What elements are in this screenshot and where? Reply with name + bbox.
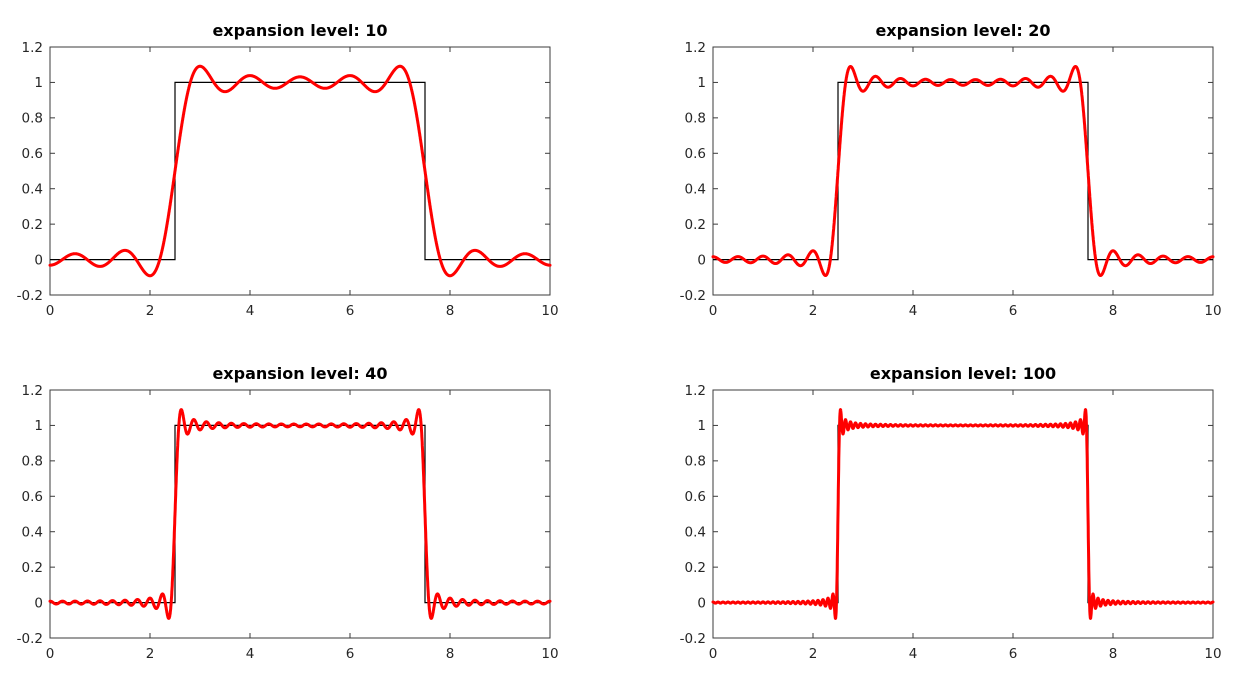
x-tick-label: 8 (1109, 646, 1118, 662)
x-tick-label: 6 (346, 646, 355, 662)
subplot-axes-40: 0 2 4 6 8 10-0.200.20.40.60.811.2 (17, 383, 559, 662)
x-tick-label: 8 (446, 303, 455, 319)
y-tick-label: 0.4 (22, 525, 43, 541)
y-tick-label: -0.2 (17, 631, 43, 647)
y-tick-label: 0 (34, 252, 43, 268)
y-tick-label: 0.6 (22, 489, 43, 505)
x-tick-label: 4 (246, 646, 255, 662)
x-tick-label: 10 (541, 303, 558, 319)
plot-title-expansion-10: expansion level: 10 (212, 21, 388, 40)
x-tick-label: 10 (541, 646, 558, 662)
y-tick-label: 0 (697, 252, 706, 268)
y-tick-label: 1.2 (685, 383, 706, 399)
x-tick-label: 6 (346, 303, 355, 319)
y-tick-label: 0.4 (685, 182, 706, 198)
plot-box (49, 389, 551, 639)
y-tick-label: 0 (34, 595, 43, 611)
y-tick-label: 0 (697, 595, 706, 611)
y-tick-label: 0.8 (22, 111, 43, 127)
x-tick-label: 2 (809, 303, 818, 319)
y-tick-label: 0.2 (685, 217, 706, 233)
y-tick-label: 0.6 (685, 146, 706, 162)
y-tick-label: 0.4 (22, 182, 43, 198)
x-tick-label: 6 (1009, 303, 1018, 319)
y-tick-label: -0.2 (680, 631, 706, 647)
x-tick-label: 0 (46, 646, 55, 662)
plot-title-expansion-100: expansion level: 100 (869, 364, 1057, 383)
subplot-axes-20: 0 2 4 6 8 10-0.200.20.40.60.811.2 (680, 40, 1222, 319)
x-tick-label: 2 (146, 646, 155, 662)
y-tick-label: 0.6 (22, 146, 43, 162)
x-tick-label: 6 (1009, 646, 1018, 662)
y-tick-label: 1.2 (22, 40, 43, 56)
plot-box (712, 46, 1214, 296)
y-tick-label: 0.8 (685, 111, 706, 127)
subplot-axes-10: 0 2 4 6 8 10-0.200.20.40.60.811.2 (17, 40, 559, 319)
y-tick-label: 1.2 (22, 383, 43, 399)
y-tick-label: 0.4 (685, 525, 706, 541)
fourier-sum-line (711, 65, 1215, 277)
y-tick-label: 1 (34, 75, 43, 91)
square-wave-line (50, 81, 550, 261)
x-tick-label: 2 (809, 646, 818, 662)
subplot-axes-100: 0 2 4 6 8 10-0.200.20.40.60.811.2 (680, 383, 1222, 662)
x-tick-label: 10 (1204, 646, 1221, 662)
square-wave-line (713, 424, 1213, 604)
y-tick-label: 1.2 (685, 40, 706, 56)
y-tick-label: 1 (34, 418, 43, 434)
plot-box (49, 46, 551, 296)
y-tick-label: 1 (697, 418, 706, 434)
x-tick-label: 0 (46, 303, 55, 319)
y-tick-label: -0.2 (17, 288, 43, 304)
y-tick-label: 0.2 (22, 560, 43, 576)
y-tick-label: 0.8 (685, 454, 706, 470)
square-wave-line (713, 81, 1213, 261)
square-wave-line (50, 424, 550, 604)
y-tick-label: 0.6 (685, 489, 706, 505)
fourier-sum-line (48, 64, 552, 278)
x-tick-label: 10 (1204, 303, 1221, 319)
y-tick-label: 1 (697, 75, 706, 91)
x-tick-label: 4 (909, 646, 918, 662)
x-tick-label: 4 (909, 303, 918, 319)
x-tick-label: 0 (709, 303, 718, 319)
y-tick-label: 0.8 (22, 454, 43, 470)
x-tick-label: 8 (1109, 303, 1118, 319)
plot-title-expansion-20: expansion level: 20 (875, 21, 1051, 40)
plot-box (712, 389, 1214, 639)
plot-title-expansion-40: expansion level: 40 (212, 364, 388, 383)
x-tick-label: 2 (146, 303, 155, 319)
x-tick-label: 8 (446, 646, 455, 662)
y-tick-label: -0.2 (680, 288, 706, 304)
y-tick-label: 0.2 (22, 217, 43, 233)
x-tick-label: 4 (246, 303, 255, 319)
x-tick-label: 0 (709, 646, 718, 662)
fourier-sum-line (48, 408, 552, 620)
y-tick-label: 0.2 (685, 560, 706, 576)
fourier-sum-line (711, 408, 1215, 620)
